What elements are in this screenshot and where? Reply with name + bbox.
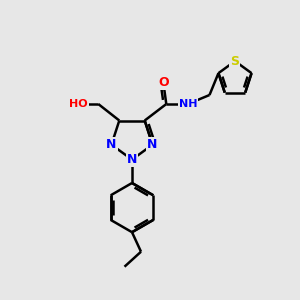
Text: NH: NH [178,99,197,109]
Text: O: O [158,76,169,89]
Text: N: N [106,138,117,151]
Text: S: S [230,55,239,68]
Text: N: N [147,138,158,151]
Text: N: N [127,153,137,166]
Text: HO: HO [70,99,88,109]
